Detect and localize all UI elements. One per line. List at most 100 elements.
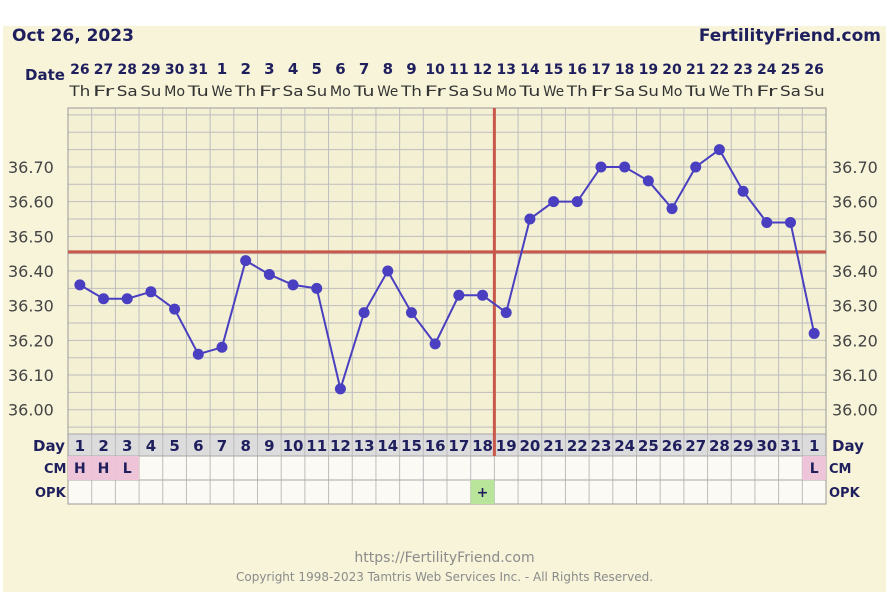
weekday-label: Mo [496, 84, 517, 100]
weekday-label: Sa [448, 84, 469, 100]
weekday-label: Su [638, 84, 659, 100]
temperature-point [405, 307, 417, 319]
cycle-day-label: 14 [377, 437, 398, 455]
date-label: 3 [264, 60, 274, 78]
y-tick-label-right: 36.50 [832, 227, 878, 246]
footer-url[interactable]: https://FertilityFriend.com [354, 550, 535, 566]
date-label: 12 [473, 62, 492, 78]
cycle-day-label: 6 [193, 437, 203, 455]
brand-link[interactable]: FertilityFriend.com [698, 26, 881, 46]
temperature-point [784, 216, 796, 228]
weekday-label: Su [804, 84, 825, 100]
temperature-point [595, 161, 607, 173]
date-label: 8 [383, 60, 393, 78]
cycle-day-label: 25 [638, 437, 659, 455]
temperature-point [169, 303, 181, 315]
weekday-label: Tu [684, 84, 706, 100]
cycle-day-label: 8 [240, 437, 250, 455]
temperature-point [619, 161, 631, 173]
date-label: 26 [70, 62, 89, 78]
cycle-day-label: 27 [685, 437, 706, 455]
temperature-point [713, 144, 725, 156]
date-label: 31 [189, 62, 208, 78]
weekday-label: Th [731, 84, 753, 100]
temperature-point [642, 175, 654, 187]
cm-cell [802, 456, 826, 480]
date-label: 7 [359, 60, 369, 78]
temperature-point [808, 327, 820, 339]
date-label: 22 [710, 62, 729, 78]
opk-cell [470, 480, 495, 504]
temperature-point [453, 289, 465, 301]
date-label: 26 [804, 62, 823, 78]
weekday-label: Su [306, 84, 327, 100]
date-label: 30 [165, 62, 185, 78]
cm-cell [91, 456, 116, 480]
weekday-label: Th [400, 84, 422, 100]
cycle-day-label: 19 [496, 437, 517, 455]
date-label: 21 [686, 62, 705, 78]
weekday-label: We [709, 84, 730, 100]
cycle-day-label: 9 [264, 437, 274, 455]
footer-copyright: Copyright 1998-2023 Tamtris Web Services… [235, 570, 654, 584]
cycle-day-label: 24 [614, 437, 635, 455]
date-label: 28 [117, 62, 136, 78]
date-label: 1 [217, 60, 227, 78]
temperature-point [358, 307, 370, 319]
cm-value: H [98, 461, 110, 477]
weekday-label: Fr [590, 84, 611, 100]
temperature-point [666, 203, 678, 215]
weekday-label: Sa [117, 84, 138, 100]
temperature-point [334, 383, 346, 395]
cycle-day-label: 30 [756, 437, 777, 455]
weekday-label: Sa [780, 84, 801, 100]
weekday-label: Mo [330, 84, 351, 100]
cycle-day-label: 7 [217, 437, 227, 455]
temperature-point [500, 307, 512, 319]
y-tick-label-left: 36.70 [8, 158, 54, 177]
date-label: 29 [141, 62, 160, 78]
weekday-label: Fr [425, 84, 446, 100]
weekday-label: Th [68, 84, 90, 100]
weekday-label: We [543, 84, 564, 100]
weekday-label: Sa [614, 84, 635, 100]
cm-value: L [123, 461, 132, 477]
temperature-point [382, 265, 394, 277]
temperature-point [571, 196, 583, 208]
cycle-day-label: 20 [519, 437, 540, 455]
cycle-day-label: 5 [169, 437, 179, 455]
cycle-day-label: 4 [146, 437, 156, 455]
date-label: 23 [733, 62, 752, 78]
temperature-point [690, 161, 702, 173]
temperature-point [240, 255, 252, 267]
opk-row-label-left: OPK [35, 486, 67, 501]
date-label: 16 [568, 62, 587, 78]
cycle-day-label: 3 [122, 437, 132, 455]
temperature-point [287, 279, 299, 291]
cycle-day-label: 22 [567, 437, 588, 455]
date-label: 6 [335, 60, 345, 78]
cycle-day-label: 21 [543, 437, 564, 455]
cycle-day-label: 16 [425, 437, 446, 455]
weekday-label: Th [234, 84, 256, 100]
day-row-label-right: Day [832, 437, 864, 455]
opk-row-label-right: OPK [829, 486, 861, 501]
cycle-day-label: 2 [98, 437, 108, 455]
y-tick-label-right: 36.20 [832, 331, 878, 350]
cycle-day-label: 13 [354, 437, 375, 455]
y-tick-label-right: 36.10 [832, 366, 878, 385]
cycle-day-label: 15 [401, 437, 422, 455]
cycle-day-label: 23 [591, 437, 612, 455]
weekday-label: Su [140, 84, 161, 100]
cycle-day-label: 29 [733, 437, 754, 455]
y-tick-label-left: 36.30 [8, 297, 54, 316]
cycle-day-label: 1 [75, 437, 85, 455]
y-tick-label-left: 36.60 [8, 193, 54, 212]
cycle-day-label: 10 [283, 437, 304, 455]
cm-value: H [74, 461, 86, 477]
date-label: 19 [639, 62, 658, 78]
date-label: 17 [591, 62, 610, 78]
temperature-point [311, 282, 323, 294]
weekday-label: Su [472, 84, 493, 100]
y-tick-label-right: 36.00 [832, 401, 878, 420]
